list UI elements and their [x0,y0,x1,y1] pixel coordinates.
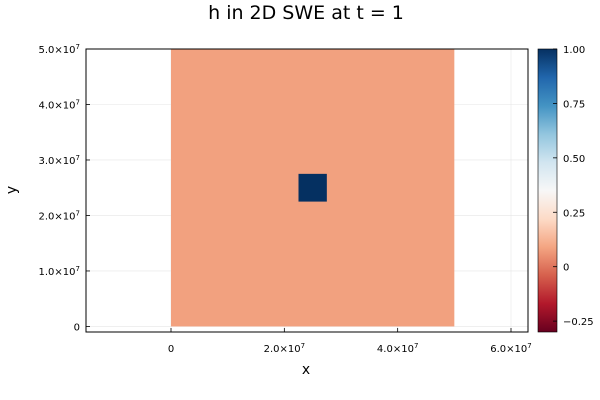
colorbar [537,48,558,333]
x-axis-label: x [302,362,310,378]
colorbar-tick-label-5: 1.00 [563,45,585,56]
plot-frame [85,48,529,333]
y-tick-label-4: 4.0×107 [39,98,80,111]
colorbar-tick-label-1: 0 [563,263,569,274]
x-tick-label-0: 0 [168,344,174,355]
colorbar-ticks: −0.25 0 0.25 0.50 0.75 1.00 [553,45,594,328]
x-tick-label-3: 6.0×107 [490,342,531,355]
x-tick-label-2: 4.0×107 [377,342,418,355]
x-axis-ticks: 0 2.0×107 4.0×107 6.0×107 [168,328,532,355]
y-axis-ticks: 0 1.0×107 2.0×107 3.0×107 4.0×107 5.0×107 [39,43,90,333]
y-tick-label-0: 0 [74,322,80,333]
colorbar-tick-label-3: 0.50 [563,154,585,165]
y-axis-label: y [4,186,20,194]
heatmap-cells [171,49,455,327]
chart-title: h in 2D SWE at t = 1 [208,2,404,24]
y-tick-label-3: 3.0×107 [39,154,80,167]
heatmap-cell-1 [298,173,327,202]
y-tick-label-5: 5.0×107 [39,43,80,56]
x-tick-label-1: 2.0×107 [264,342,305,355]
y-tick-label-1: 1.0×107 [39,265,80,278]
y-tick-label-2: 2.0×107 [39,209,80,222]
colorbar-tick-label-4: 0.75 [563,99,585,110]
colorbar-tick-label-2: 0.25 [563,208,585,219]
colorbar-tick-label-0: −0.25 [563,317,594,328]
